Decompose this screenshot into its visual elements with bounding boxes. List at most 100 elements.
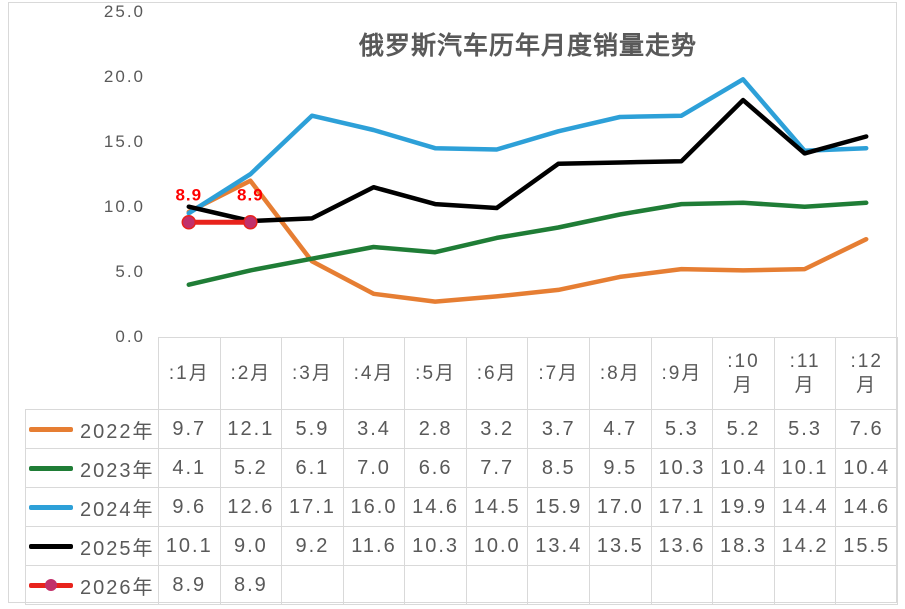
month-header-cell: :7月	[527, 337, 591, 410]
value-cell: 10.4	[835, 448, 898, 488]
y-axis-tick: 10.0	[103, 197, 145, 216]
value-cell: 17.1	[650, 487, 714, 527]
series-marker-2026年	[243, 215, 258, 230]
value-cell: 17.1	[281, 487, 344, 527]
value-cell: 12.1	[219, 409, 283, 449]
value-cell: 10.1	[158, 526, 221, 566]
y-axis-tick: 0.0	[115, 327, 145, 346]
month-header-cell: :10 月	[712, 337, 775, 410]
month-header-cell: :9月	[650, 337, 714, 410]
legend-cell-2026年: 2026年	[25, 565, 159, 605]
value-cell: 9.2	[281, 526, 344, 566]
value-cell	[773, 565, 837, 605]
month-header-cell: :11 月	[773, 337, 837, 410]
value-cell: 18.3	[712, 526, 775, 566]
value-cell: 10.4	[712, 448, 775, 488]
value-cell: 3.2	[465, 409, 529, 449]
value-cell	[712, 565, 775, 605]
value-cell: 14.6	[835, 487, 898, 527]
table-row-2026年: 2026年 8.9 8.9	[25, 565, 898, 605]
value-cell: 19.9	[712, 487, 775, 527]
month-header-cell: :1月	[158, 337, 221, 410]
value-cell	[527, 565, 591, 605]
legend-cell-2023年: 2023年	[25, 448, 159, 488]
value-cell: 14.6	[404, 487, 467, 527]
value-cell: 10.0	[465, 526, 529, 566]
y-axis-tick: 20.0	[103, 67, 145, 86]
value-cell: 4.1	[158, 448, 221, 488]
month-header-cell: :12 月	[835, 337, 898, 410]
legend-cell-2022年: 2022年	[25, 409, 159, 449]
chart-title: 俄罗斯汽车历年月度销量走势	[358, 32, 697, 60]
value-cell: 13.4	[527, 526, 591, 566]
month-header-cell: :8月	[589, 337, 652, 410]
data-label-2026年: 8.9	[237, 185, 264, 204]
value-cell: 17.0	[589, 487, 652, 527]
table-row-2022年: 2022年 9.7 12.1 5.9 3.4 2.8 3.2 3.7 4.7 5.3 5.2 5.3 7…	[25, 409, 898, 449]
series-line-2023年	[186, 200, 869, 287]
series-line-2024年	[186, 77, 869, 216]
value-cell: 9.6	[158, 487, 221, 527]
y-axis-tick: 15.0	[103, 132, 145, 151]
legend-cell-2025年: 2025年	[25, 526, 159, 566]
legend-key-icon	[29, 579, 73, 591]
value-cell: 16.0	[342, 487, 406, 527]
value-cell: 9.7	[158, 409, 221, 449]
data-table: :1月:2月:3月:4月:5月:6月:7月:8月:9月:10 月:11 月:12…	[25, 337, 898, 605]
value-cell	[342, 565, 406, 605]
value-cell	[589, 565, 652, 605]
value-cell: 2.8	[404, 409, 467, 449]
value-cell: 5.3	[773, 409, 837, 449]
series-line-2025年	[186, 97, 869, 224]
value-cell: 14.5	[465, 487, 529, 527]
value-cell: 7.0	[342, 448, 406, 488]
value-cell: 14.2	[773, 526, 837, 566]
value-cell	[465, 565, 529, 605]
value-cell: 5.9	[281, 409, 344, 449]
value-cell: 10.1	[773, 448, 837, 488]
data-label-2026年: 8.9	[175, 185, 202, 204]
value-cell: 8.5	[527, 448, 591, 488]
legend-key-icon	[29, 426, 73, 432]
value-cell: 5.2	[219, 448, 283, 488]
series-name-label: 2026年	[80, 576, 155, 599]
value-cell: 3.7	[527, 409, 591, 449]
value-cell	[650, 565, 714, 605]
y-axis-tick: 5.0	[115, 262, 145, 281]
table-row-2023年: 2023年 4.1 5.2 6.1 7.0 6.6 7.7 8.5 9.5 10.3 10.4 10.…	[25, 448, 898, 488]
table-row-2025年: 2025年 10.1 9.0 9.2 11.6 10.3 10.0 13.4 13.5 13.6 1…	[25, 526, 898, 566]
month-header-cell: :3月	[281, 337, 344, 410]
month-header-cell: :2月	[219, 337, 283, 410]
value-cell: 10.3	[650, 448, 714, 488]
value-cell: 5.2	[712, 409, 775, 449]
month-header-cell: :5月	[404, 337, 467, 410]
value-cell: 10.3	[404, 526, 467, 566]
series-marker-2026年	[181, 215, 197, 230]
value-cell: 6.1	[281, 448, 344, 488]
value-cell: 7.7	[465, 448, 529, 488]
value-cell: 14.4	[773, 487, 837, 527]
value-cell: 4.7	[589, 409, 652, 449]
value-cell	[835, 565, 898, 605]
table-corner-cell	[26, 338, 159, 410]
value-cell: 8.9	[158, 565, 221, 605]
legend-key-icon	[29, 543, 73, 549]
value-cell: 3.4	[342, 409, 406, 449]
value-cell: 5.3	[650, 409, 714, 449]
series-name-label: 2022年	[80, 420, 155, 443]
table-header-row: :1月:2月:3月:4月:5月:6月:7月:8月:9月:10 月:11 月:12…	[26, 337, 898, 410]
value-cell: 6.6	[404, 448, 467, 488]
value-cell: 11.6	[342, 526, 406, 566]
value-cell: 9.5	[589, 448, 652, 488]
legend-key-icon	[29, 465, 73, 471]
legend-key-icon	[29, 504, 73, 510]
legend-cell-2024年: 2024年	[25, 487, 159, 527]
value-cell: 15.5	[835, 526, 898, 566]
table-row-2024年: 2024年 9.6 12.6 17.1 16.0 14.6 14.5 15.9 17.0 17.1…	[25, 487, 898, 527]
value-cell: 9.0	[219, 526, 283, 566]
month-header-cell: :4月	[342, 337, 406, 410]
value-cell: 7.6	[835, 409, 898, 449]
legend-marker-icon	[45, 579, 57, 591]
